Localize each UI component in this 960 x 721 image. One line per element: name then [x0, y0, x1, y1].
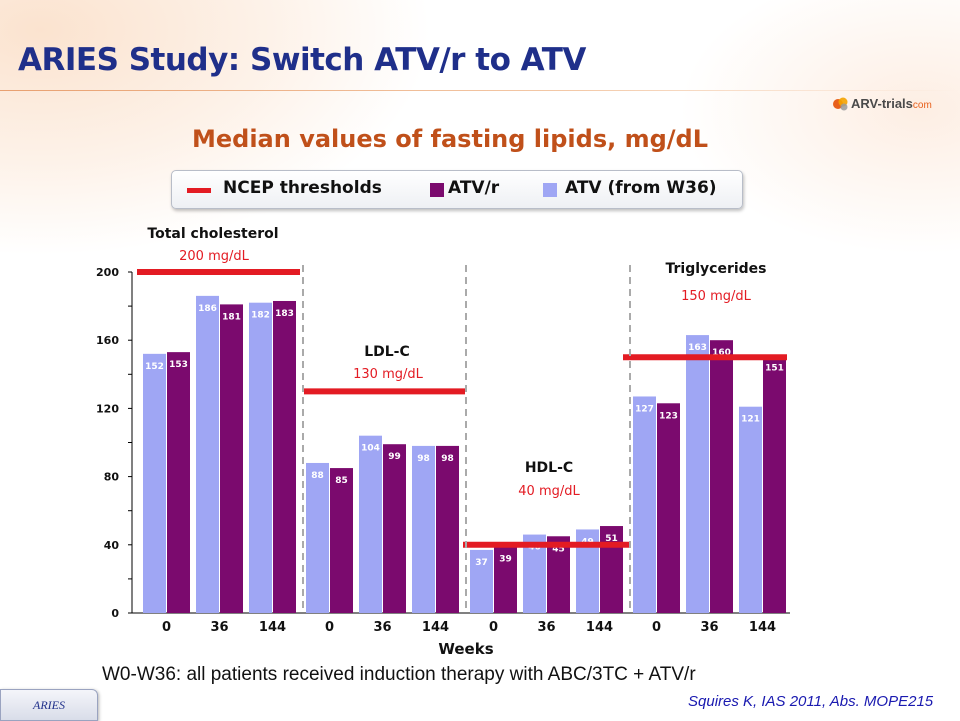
threshold-label: 200 mg/dL: [179, 249, 249, 264]
bar-value-label: 39: [499, 555, 512, 565]
bar-atv: [196, 295, 219, 613]
bar-value-label: 153: [169, 360, 188, 370]
bar-atvr: [383, 444, 406, 613]
bar-value-label: 98: [417, 454, 430, 464]
threshold-label: 130 mg/dL: [353, 367, 423, 382]
x-tick-label: 36: [373, 620, 391, 635]
slide-title: ARIES Study: Switch ATV/r to ATV: [18, 42, 586, 78]
footnote: W0-W36: all patients received induction …: [102, 664, 696, 685]
bar-atvr: [494, 546, 517, 613]
bar-atvr: [547, 536, 570, 613]
bar-atv: [306, 462, 329, 613]
chart-subtitle: Median values of fasting lipids, mg/dL: [191, 125, 709, 153]
bar-value-label: 45: [552, 544, 565, 554]
y-tick-label: 80: [104, 471, 120, 484]
bar-atvr: [436, 445, 459, 613]
x-tick-label: 0: [162, 620, 171, 635]
bar-atv: [249, 302, 272, 613]
bar-value-label: 182: [251, 311, 270, 321]
legend-threshold-label: NCEP thresholds: [223, 178, 382, 198]
panel-label: HDL-C: [525, 460, 573, 476]
x-tick-label: 0: [652, 620, 661, 635]
x-tick-label: 144: [586, 620, 613, 635]
bar-atvr: [657, 403, 680, 613]
x-tick-label: 144: [422, 620, 449, 635]
bar-atv: [523, 534, 546, 613]
bar-value-label: 85: [335, 476, 348, 486]
threshold-label: 150 mg/dL: [681, 289, 751, 304]
logo-text: ARV-trialscom: [851, 96, 932, 111]
bar-atvr: [273, 300, 296, 613]
bar-atvr: [220, 304, 243, 613]
bar-value-label: 160: [712, 348, 731, 358]
bar-value-label: 51: [605, 534, 618, 544]
x-axis-title: Weeks: [438, 640, 493, 658]
bar-value-label: 104: [361, 444, 380, 454]
threshold-label: 40 mg/dL: [518, 484, 580, 499]
bar-atv: [143, 353, 166, 613]
bar-atvr: [710, 340, 733, 613]
x-tick-label: 36: [537, 620, 555, 635]
bar-value-label: 151: [765, 364, 784, 374]
bar-value-label: 163: [688, 343, 707, 353]
bar-atv: [686, 335, 709, 613]
aries-tab[interactable]: ARIES: [0, 689, 98, 721]
bar-value-label: 186: [198, 304, 217, 314]
x-tick-label: 144: [259, 620, 286, 635]
panel-label: Total cholesterol: [147, 226, 278, 242]
logo-swirl-icon: [833, 97, 848, 111]
legend-atvr-label: ATV/r: [448, 178, 500, 198]
legend-atvr-swatch: [430, 183, 444, 197]
bar-atv: [359, 435, 382, 613]
bar-atv: [739, 406, 762, 613]
legend-atv-label: ATV (from W36): [565, 178, 717, 198]
panel-label: LDL-C: [364, 344, 410, 360]
x-tick-label: 0: [325, 620, 334, 635]
panel-label: Triglycerides: [665, 261, 766, 277]
bar-atv: [412, 445, 435, 613]
bar-atvr: [330, 468, 353, 613]
bar-value-label: 88: [311, 471, 324, 481]
x-tick-label: 36: [700, 620, 718, 635]
bar-atv: [470, 549, 493, 613]
title-rule: [0, 90, 960, 91]
citation: Squires K, IAS 2011, Abs. MOPE215: [688, 693, 934, 710]
x-tick-label: 36: [210, 620, 228, 635]
legend-threshold-swatch: [187, 188, 211, 193]
bar-value-label: 152: [145, 362, 164, 372]
bar-value-label: 181: [222, 312, 241, 322]
y-tick-label: 160: [96, 334, 119, 347]
bar-value-label: 98: [441, 454, 454, 464]
bar-atv: [576, 529, 599, 613]
legend-atv-swatch: [543, 183, 557, 197]
bar-value-label: 127: [635, 404, 654, 414]
bar-value-label: 99: [388, 452, 401, 462]
x-tick-label: 0: [489, 620, 498, 635]
bar-atvr: [167, 352, 190, 613]
bar-value-label: 183: [275, 309, 294, 319]
bar-value-label: 123: [659, 411, 678, 421]
bar-atvr: [763, 355, 786, 613]
bar-value-label: 121: [741, 415, 760, 425]
bar-value-label: 37: [475, 558, 488, 568]
y-tick-label: 40: [104, 539, 120, 552]
y-tick-label: 200: [96, 266, 119, 279]
y-tick-label: 0: [111, 607, 119, 620]
x-tick-label: 144: [749, 620, 776, 635]
chart-legend: NCEP thresholds ATV/r ATV (from W36): [171, 170, 743, 209]
bar-atv: [633, 396, 656, 613]
y-tick-label: 120: [96, 402, 119, 415]
